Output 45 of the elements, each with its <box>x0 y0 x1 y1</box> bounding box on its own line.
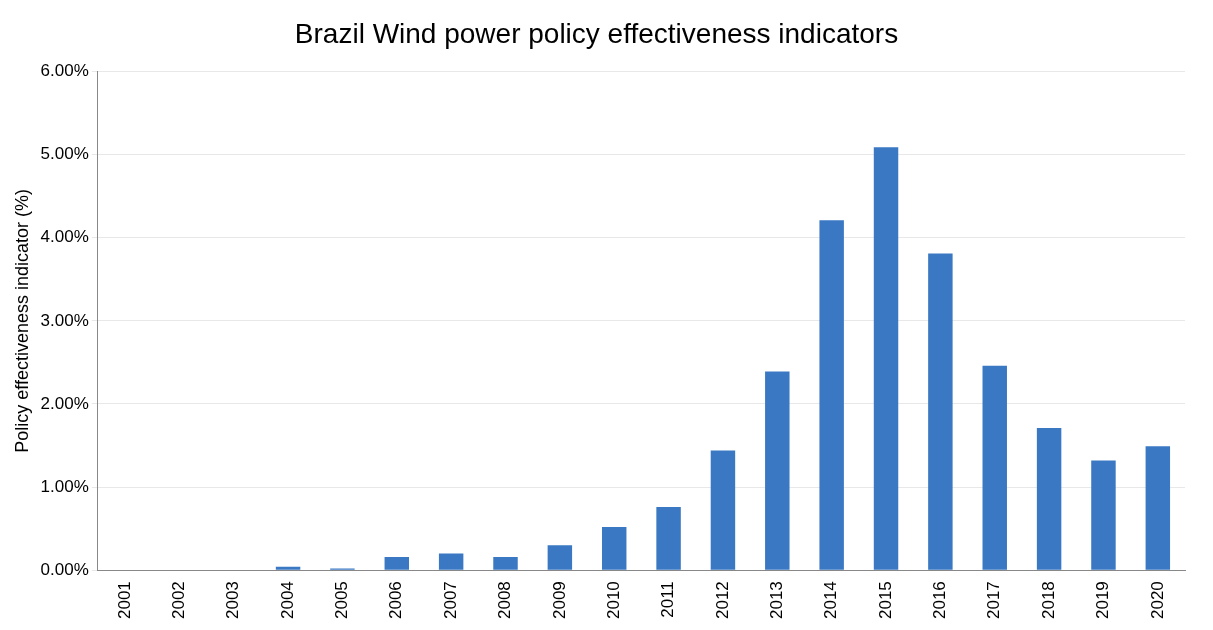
x-tick-label: 2014 <box>821 581 841 620</box>
bar <box>601 526 627 570</box>
x-tick-label: 2005 <box>332 581 352 620</box>
y-tick-label: 4.00% <box>40 227 89 247</box>
x-tick-label: 2008 <box>495 581 515 620</box>
bar <box>1145 446 1171 570</box>
x-tick-label: 2009 <box>549 581 569 620</box>
x-tick-label: 2015 <box>875 581 895 620</box>
y-tick-label: 2.00% <box>40 393 89 413</box>
x-tick-label: 2017 <box>984 581 1004 620</box>
x-tick-label: 2020 <box>1147 581 1167 620</box>
bar <box>1091 460 1116 570</box>
x-tick-label: 2012 <box>712 581 732 620</box>
bar <box>275 566 301 570</box>
y-tick-label: 0.00% <box>40 559 89 579</box>
bar <box>656 507 681 570</box>
x-tick-label: 2001 <box>114 581 134 620</box>
y-tick-label: 5.00% <box>40 144 89 164</box>
x-tick-label: 2016 <box>930 581 950 620</box>
bar <box>384 556 410 570</box>
y-axis-title: Policy effectiveness indicator (%) <box>11 189 32 453</box>
bar <box>547 545 573 570</box>
y-tick-label: 6.00% <box>40 61 89 81</box>
x-tick-label: 2007 <box>440 581 460 620</box>
bar <box>493 556 518 570</box>
x-tick-label: 2019 <box>1093 581 1113 620</box>
y-tick-label: 3.00% <box>40 310 89 330</box>
bar <box>438 553 464 570</box>
bar <box>873 147 899 570</box>
x-tick-label: 2010 <box>603 581 623 620</box>
x-tick-label: 2002 <box>169 581 189 620</box>
x-tick-label: 2018 <box>1038 581 1058 620</box>
x-tick-label: 2013 <box>766 581 786 620</box>
bar <box>982 365 1007 570</box>
x-tick-label: 2004 <box>277 581 297 620</box>
y-tick-label: 1.00% <box>40 476 89 496</box>
bar <box>928 253 953 570</box>
x-tick-label: 2011 <box>658 581 678 618</box>
chart-title: Brazil Wind power policy effectiveness indicators <box>294 17 899 49</box>
x-tick-label: 2003 <box>223 581 243 620</box>
bar <box>765 371 790 570</box>
bar <box>819 220 844 570</box>
bar <box>1036 428 1062 570</box>
x-tick-label: 2006 <box>386 581 406 620</box>
bar <box>710 450 736 570</box>
